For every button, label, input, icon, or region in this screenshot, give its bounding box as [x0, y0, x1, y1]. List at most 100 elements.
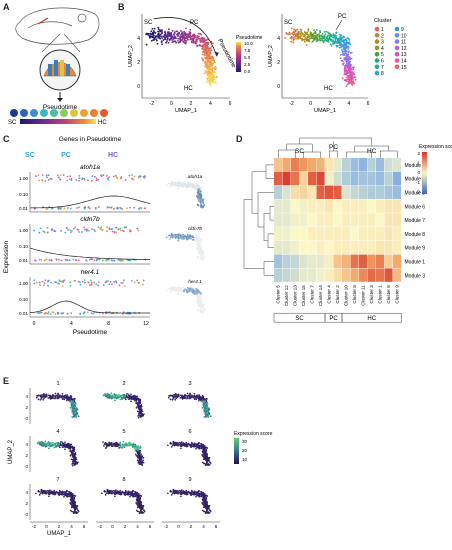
- cell-point: [202, 53, 204, 56]
- cell-point: [139, 506, 142, 509]
- cell-point: [205, 57, 207, 60]
- cell-point: [348, 66, 351, 69]
- x-tick-label: 8: [107, 321, 110, 327]
- cell-point: [353, 73, 356, 76]
- cell-point: [306, 38, 309, 40]
- cell-point: [310, 34, 312, 37]
- cell-point: [72, 498, 75, 500]
- cell-point: [193, 446, 195, 448]
- cell-point: [206, 59, 209, 61]
- expression-point: [117, 258, 120, 261]
- heatmap-cell: [393, 171, 402, 186]
- cell-point: [206, 51, 209, 54]
- cell-point: [197, 294, 199, 296]
- cell-point: [61, 446, 64, 449]
- cell-point: [136, 496, 139, 499]
- expression-point: [78, 177, 81, 180]
- cell-point: [127, 490, 130, 493]
- cell-point: [200, 247, 203, 250]
- cell-point: [177, 292, 180, 295]
- cell-point: [165, 35, 168, 38]
- column-label: Cluster 13: [293, 285, 298, 306]
- cell-point: [181, 444, 184, 446]
- expression-point: [115, 207, 118, 209]
- cell-point: [65, 395, 68, 398]
- cell-point: [171, 39, 173, 41]
- cell-point: [201, 57, 203, 60]
- cell-point: [188, 185, 191, 187]
- cell-point: [194, 396, 197, 398]
- y-tick-label: 4: [25, 490, 28, 495]
- cell-point: [76, 504, 79, 507]
- expression-point: [79, 283, 82, 286]
- cell-point: [309, 31, 312, 33]
- cell-point: [202, 250, 205, 253]
- cell-point: [209, 47, 212, 50]
- expression-point: [62, 174, 65, 176]
- cell-point: [43, 490, 46, 493]
- expression-point: [57, 208, 60, 210]
- y-tick-label: 2: [277, 60, 280, 66]
- cell-point: [200, 187, 203, 190]
- cell-point: [61, 441, 63, 443]
- cell-point: [293, 38, 295, 40]
- cell-point: [203, 40, 205, 43]
- cell-point: [206, 495, 209, 497]
- cell-point: [198, 297, 201, 300]
- colorbar-tick: 5.0: [244, 55, 251, 60]
- heatmap-cell: [350, 268, 359, 282]
- cell-point: [71, 455, 74, 458]
- x-tick-label: -2: [98, 524, 102, 529]
- cell-point: [196, 35, 199, 37]
- cell-point: [316, 40, 319, 42]
- cell-point: [113, 490, 116, 493]
- column-label: Cluster 11: [361, 285, 366, 306]
- expression-point: [119, 227, 122, 230]
- cell-point: [334, 34, 336, 36]
- cell-point: [179, 394, 182, 397]
- heatmap-cell: [376, 227, 385, 241]
- cell-point: [297, 37, 299, 40]
- expression-point: [96, 258, 99, 261]
- expression-point: [130, 230, 133, 232]
- cell-point: [199, 241, 202, 244]
- cell-point: [132, 445, 134, 448]
- cell-point: [210, 80, 213, 83]
- heatmap-cell: [325, 185, 334, 199]
- thumbnail-label: atoh1a: [188, 174, 203, 180]
- cell-point: [201, 502, 204, 504]
- cell-point: [200, 495, 202, 498]
- cell-point: [176, 185, 179, 187]
- heatmap-cell: [282, 171, 291, 186]
- cell-point: [70, 451, 73, 454]
- expression-point: [105, 175, 108, 177]
- cell-point: [171, 234, 173, 237]
- cell-point: [201, 36, 204, 39]
- cell-point: [126, 492, 129, 495]
- cell-point: [199, 189, 202, 192]
- cell-state-dots: [10, 109, 108, 117]
- heatmap-cell: [299, 227, 308, 241]
- cell-point: [304, 40, 306, 43]
- expression-point: [48, 279, 50, 282]
- cell-point: [320, 34, 323, 37]
- heatmap-cell: [393, 199, 402, 213]
- expression-point: [95, 179, 98, 182]
- cell-point: [197, 183, 199, 186]
- cell-point: [332, 34, 335, 37]
- pseudotime-points: [145, 26, 218, 87]
- cell-point: [130, 400, 132, 403]
- cell-point: [346, 57, 348, 60]
- expression-point: [39, 227, 42, 230]
- cell-point: [189, 34, 192, 37]
- cell-point: [138, 452, 141, 454]
- cell-point: [192, 38, 195, 40]
- cell-point: [174, 290, 177, 292]
- cell-point: [142, 459, 145, 462]
- expression-point: [50, 259, 52, 262]
- y-tick-label: 1.00: [19, 228, 28, 233]
- cell-point: [335, 41, 338, 43]
- cell-point: [186, 236, 188, 239]
- module-title: 1: [56, 381, 59, 387]
